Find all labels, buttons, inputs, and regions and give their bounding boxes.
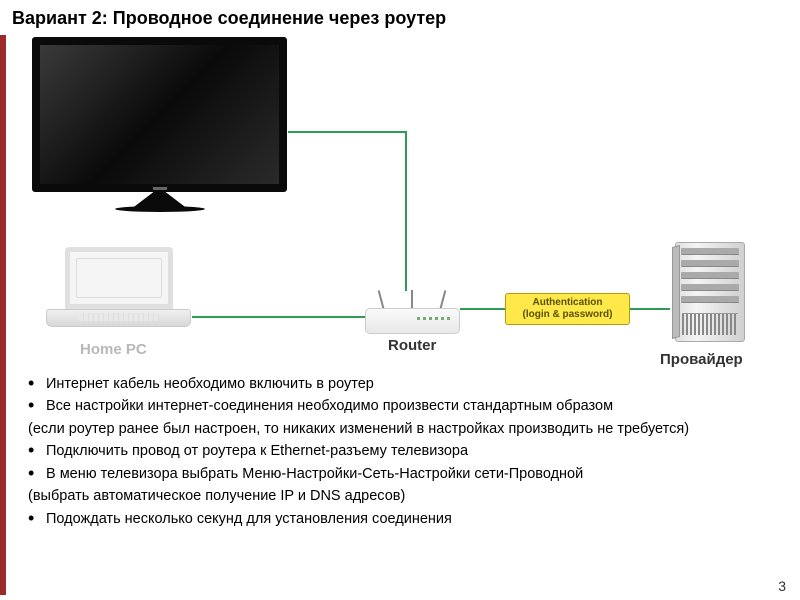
bullet-item: Подключить провод от роутера к Ethernet-… <box>28 440 786 462</box>
bullet-item: Интернет кабель необходимо включить в ро… <box>28 373 786 395</box>
laptop-screen <box>65 247 173 309</box>
page-title: Вариант 2: Проводное соединение через ро… <box>0 0 800 37</box>
bullet-item: (если роутер ранее был настроен, то ника… <box>28 418 786 440</box>
laptop-keyboard <box>46 309 191 327</box>
tv-screen <box>32 37 287 192</box>
bullet-item: Все настройки интернет-соединения необхо… <box>28 395 786 417</box>
tv-stand <box>130 192 190 208</box>
home-pc-label: Home PC <box>80 341 147 358</box>
page-number: 3 <box>778 578 786 594</box>
router-label: Router <box>388 337 436 354</box>
router-device <box>365 289 460 334</box>
bullet-list: Интернет кабель необходимо включить в ро… <box>28 373 786 530</box>
network-diagram: Home PC Router Authentication (login & p… <box>10 37 800 367</box>
provider-label: Провайдер <box>660 351 743 368</box>
bullet-item: (выбрать автоматическое получение IP и D… <box>28 485 786 507</box>
server-body <box>675 242 745 342</box>
tv-device <box>32 37 287 217</box>
bullet-item: Подождать несколько секунд для установле… <box>28 508 786 530</box>
auth-box: Authentication (login & password) <box>505 293 630 325</box>
router-body <box>365 308 460 334</box>
auth-line2: (login & password) <box>510 309 625 321</box>
auth-line1: Authentication <box>510 297 625 309</box>
server-device <box>670 242 745 350</box>
laptop-device <box>46 247 191 337</box>
accent-left-bar <box>0 35 6 595</box>
bullet-item: В меню телевизора выбрать Меню-Настройки… <box>28 463 786 485</box>
